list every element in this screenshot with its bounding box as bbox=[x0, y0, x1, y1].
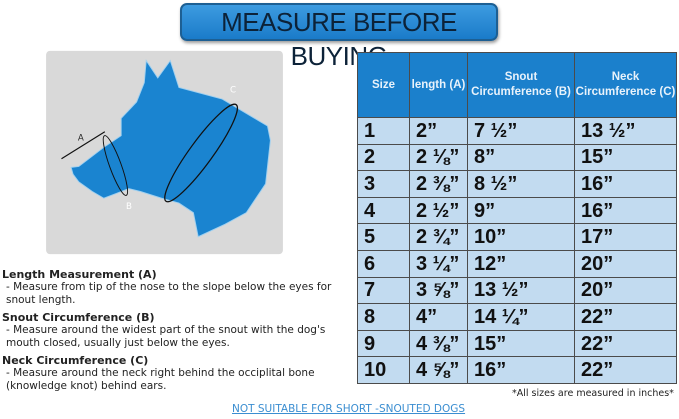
header-length: length (A) bbox=[409, 52, 468, 118]
header-neck: Neck Circumference (C) bbox=[574, 52, 677, 118]
cell-neck: 16” bbox=[574, 170, 677, 198]
cell-neck: 22” bbox=[574, 329, 677, 358]
cell-size: 2 bbox=[357, 143, 410, 172]
cell-length: 2 ¾” bbox=[409, 223, 468, 251]
cell-length: 4” bbox=[409, 303, 468, 331]
neck-heading: Neck Circumference (C) bbox=[2, 354, 149, 367]
cell-neck: 22” bbox=[574, 303, 677, 331]
cell-size: 9 bbox=[357, 329, 410, 358]
cell-size: 10 bbox=[357, 356, 410, 384]
cell-snout: 14 ¼” bbox=[467, 303, 575, 331]
length-text: - Measure from tip of the nose to the sl… bbox=[6, 281, 332, 306]
cell-snout: 8” bbox=[467, 143, 575, 172]
snout-text: - Measure around the widest part of the … bbox=[6, 324, 326, 349]
table-row: 1 2” 7 ½” 13 ½” bbox=[357, 117, 677, 145]
cell-snout: 8 ½” bbox=[467, 170, 575, 198]
cell-length: 4 ⅝” bbox=[409, 356, 468, 384]
neck-loop-c bbox=[164, 103, 239, 203]
cell-length: 2” bbox=[409, 117, 468, 145]
cell-snout: 9” bbox=[467, 196, 575, 225]
size-chart-table: Size length (A) Snout Circumference (B) … bbox=[357, 52, 677, 384]
table-header: Size length (A) Snout Circumference (B) … bbox=[357, 52, 677, 118]
dog-silhouette bbox=[70, 59, 271, 238]
cell-snout: 15” bbox=[467, 329, 575, 358]
cell-length: 2 ⅛” bbox=[409, 143, 468, 172]
cell-snout: 12” bbox=[467, 249, 575, 278]
cell-size: 8 bbox=[357, 303, 410, 331]
length-line-a bbox=[61, 131, 106, 160]
label-c: C bbox=[230, 85, 236, 95]
cell-size: 5 bbox=[357, 223, 410, 251]
label-b: B bbox=[126, 202, 132, 212]
units-note: *All sizes are measured in inches* bbox=[512, 388, 674, 399]
cell-snout: 13 ½” bbox=[467, 276, 575, 305]
cell-length: 3 ⅝” bbox=[409, 276, 468, 305]
table-row: 10 4 ⅝” 16” 22” bbox=[357, 356, 677, 384]
cell-neck: 20” bbox=[574, 276, 677, 305]
cell-neck: 20” bbox=[574, 249, 677, 278]
dog-measurement-diagram: A B C bbox=[46, 50, 283, 255]
title-banner: MEASURE BEFORE BUYING bbox=[180, 3, 498, 71]
cell-size: 3 bbox=[357, 170, 410, 198]
cell-length: 4 ⅜” bbox=[409, 329, 468, 358]
header-size: Size bbox=[357, 52, 410, 118]
cell-length: 2 ½” bbox=[409, 196, 468, 225]
snout-loop-b bbox=[102, 135, 129, 196]
header-snout: Snout Circumference (B) bbox=[467, 52, 575, 118]
cell-neck: 13 ½” bbox=[574, 117, 677, 145]
cell-neck: 22” bbox=[574, 356, 677, 384]
cell-size: 6 bbox=[357, 249, 410, 278]
cell-snout: 10” bbox=[467, 223, 575, 251]
snout-heading: Snout Circumference (B) bbox=[2, 311, 155, 324]
cell-snout: 16” bbox=[467, 356, 575, 384]
measurement-instructions: Length Measurement (A) - Measure from ti… bbox=[2, 268, 352, 397]
cell-length: 3 ¼” bbox=[409, 249, 468, 278]
neck-text: - Measure around the neck right behind t… bbox=[6, 367, 315, 392]
cell-neck: 17” bbox=[574, 223, 677, 251]
cell-neck: 15” bbox=[574, 143, 677, 172]
table-row: 8 4” 14 ¼” 22” bbox=[357, 303, 677, 331]
length-heading: Length Measurement (A) bbox=[2, 268, 157, 281]
cell-neck: 16” bbox=[574, 196, 677, 225]
cell-snout: 7 ½” bbox=[467, 117, 575, 145]
cell-size: 7 bbox=[357, 276, 410, 305]
label-a: A bbox=[78, 133, 84, 143]
cell-size: 4 bbox=[357, 196, 410, 225]
cell-size: 1 bbox=[357, 117, 410, 145]
warning-link: NOT SUITABLE FOR SHORT -SNOUTED DOGS bbox=[232, 403, 466, 415]
cell-length: 2 ⅜” bbox=[409, 170, 468, 198]
